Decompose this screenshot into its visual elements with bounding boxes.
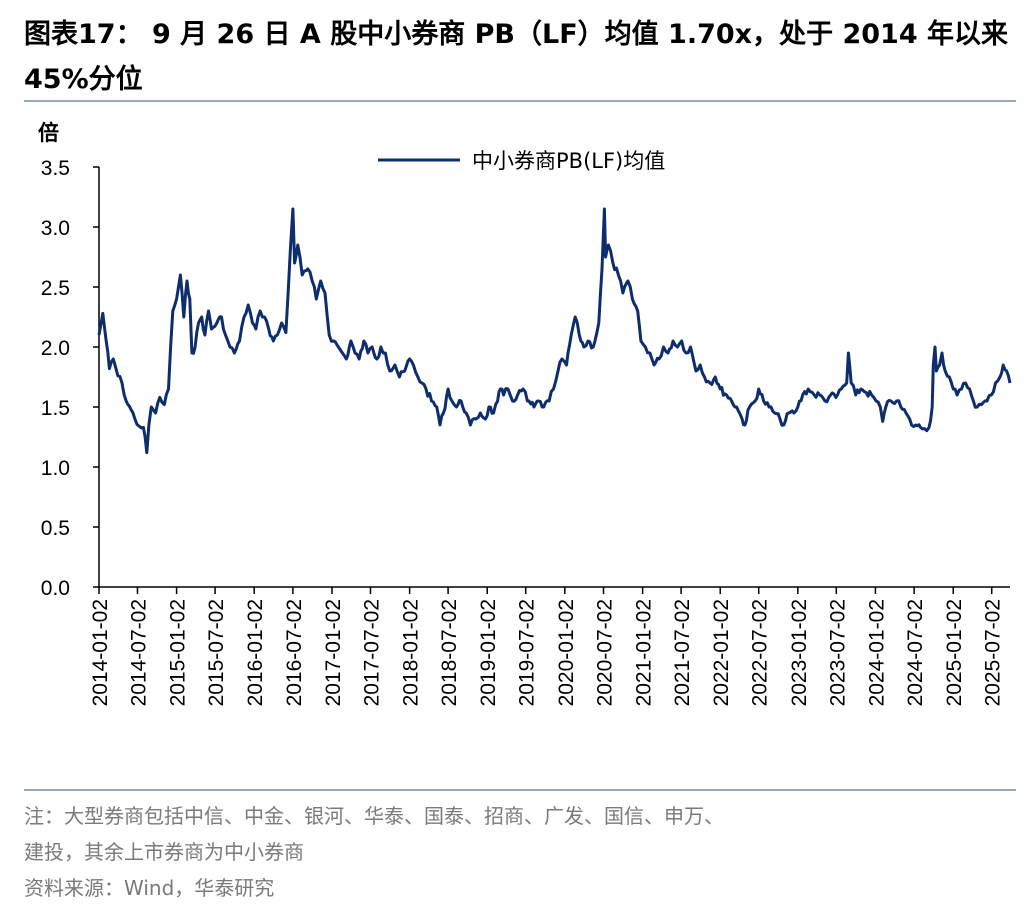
x-tick-label: 2022-01-02	[710, 599, 733, 706]
x-tick-label: 2015-01-02	[167, 599, 190, 706]
x-tick-label: 2018-07-02	[438, 599, 461, 706]
title-divider	[24, 100, 1016, 102]
y-tick-label: 2.5	[41, 277, 70, 300]
x-tick-label: 2021-01-02	[633, 599, 656, 706]
y-axis-unit-label: 倍	[38, 121, 59, 145]
x-tick-label: 2014-07-02	[127, 599, 150, 706]
x-tick-label: 2017-01-02	[322, 599, 345, 706]
legend-label: 中小券商PB(LF)均值	[472, 149, 665, 173]
chart-title: 图表17： 9 月 26 日 A 股中小券商 PB（LF）均值 1.70x，处于…	[24, 19, 1009, 95]
footnote-line-2: 建投，其余上市券商为中小券商	[24, 840, 304, 864]
footnote-line-1: 注：大型券商包括中信、中金、银河、华泰、国泰、招商、广发、国信、申万、	[24, 804, 724, 828]
x-tick-label: 2024-01-02	[865, 599, 888, 706]
y-axis: 倍 0.0 0.5 1.0 1.5 2.0 2.5 3.0 3.5	[38, 121, 100, 600]
x-tick-label: 2022-07-02	[749, 599, 772, 706]
y-tick-label: 1.0	[41, 457, 70, 480]
y-tick-label: 0.0	[41, 577, 70, 600]
x-tick-label: 2017-07-02	[360, 599, 383, 706]
x-tick-label: 2021-07-02	[671, 599, 694, 706]
x-tick-label: 2020-01-02	[555, 599, 578, 706]
x-tick-label: 2019-07-02	[516, 599, 539, 706]
x-tick-label: 2014-01-02	[89, 599, 112, 706]
footer-divider	[24, 789, 1016, 791]
x-tick-label: 2018-01-02	[400, 599, 423, 706]
x-tick-label: 2019-01-02	[477, 599, 500, 706]
series-area	[97, 207, 1012, 455]
x-tick-label: 2020-07-02	[594, 599, 617, 706]
y-tick-label: 2.0	[41, 337, 70, 360]
y-tick-label: 0.5	[41, 517, 70, 540]
y-tick-label: 3.5	[41, 157, 70, 180]
x-tick-label: 2024-07-02	[904, 599, 927, 706]
x-tick-label: 2016-01-02	[244, 599, 267, 706]
x-tick-label: 2023-07-02	[826, 599, 849, 706]
y-tick-label: 3.0	[41, 217, 70, 240]
x-tick-label: 2016-07-02	[283, 599, 306, 706]
source-note: 资料来源：Wind，华泰研究	[24, 876, 275, 900]
x-tick-label: 2023-01-02	[788, 599, 811, 706]
x-tick-label: 2025-01-02	[943, 599, 966, 706]
x-tick-label: 2025-07-02	[982, 599, 1005, 706]
legend: 中小券商PB(LF)均值	[378, 149, 665, 173]
x-tick-label: 2015-07-02	[205, 599, 228, 706]
line-chart: 倍0.00.51.01.52.02.53.03.5 2014-01-02 2014…	[38, 121, 1012, 706]
series-line-pb-lf	[97, 207, 1012, 455]
y-tick-label: 1.5	[41, 397, 70, 420]
x-axis: 2014-01-02 2014-07-02 2015-01-02 2015-07-02…	[89, 586, 1010, 706]
